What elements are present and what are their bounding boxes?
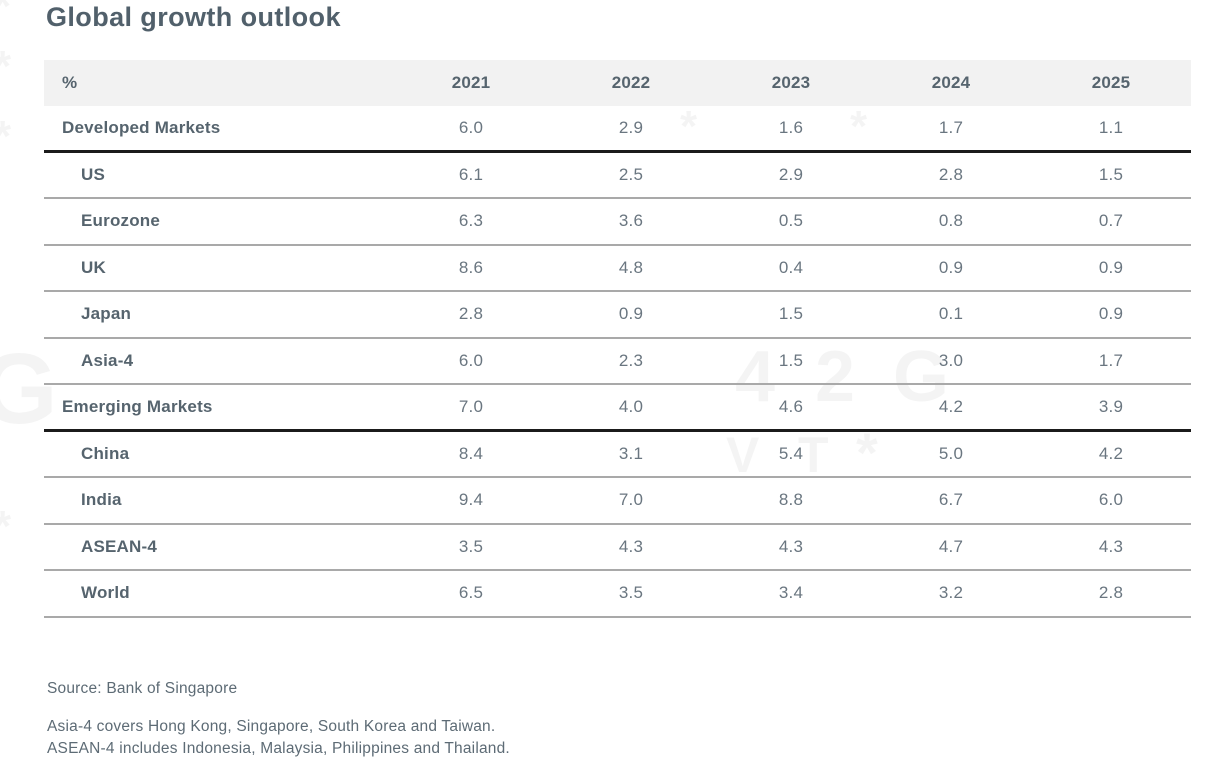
cell-value: 6.0 [1098,490,1124,510]
table-row-china: China 8.4 3.1 5.4 5.0 4.2 [44,432,1191,478]
cell-value: 9.4 [458,490,484,510]
table-row-uk: UK 8.6 4.8 0.4 0.9 0.9 [44,246,1191,292]
cell-value: 4.2 [1098,443,1124,463]
cell-value: 0.9 [1098,304,1124,324]
cell-value: 3.0 [938,350,964,370]
cell-value: 4.2 [938,396,964,416]
cell-value: 2.9 [778,164,804,184]
cell-value: 4.7 [938,536,964,556]
cell-value: 1.1 [1098,117,1124,137]
year-header-2025: 2025 [1091,73,1131,92]
cell-value: 1.5 [778,350,804,370]
cell-value: 7.0 [458,396,484,416]
cell-value: 0.1 [938,304,964,324]
cell-value: 2.8 [938,164,964,184]
table-header-row: % 2021 2022 2023 2024 2025 [44,60,1191,106]
watermark-glyph: * [0,502,11,552]
cell-value: 0.7 [1098,211,1124,231]
cell-value: 0.9 [1098,257,1124,277]
footnote-asia-4: Asia-4 covers Hong Kong, Singapore, Sout… [47,718,496,735]
cell-value: 8.6 [458,257,484,277]
cell-value: 4.6 [778,396,804,416]
page-title: Global growth outlook [46,2,341,32]
cell-value: 0.9 [938,257,964,277]
table-row-asean-4: ASEAN-4 3.5 4.3 4.3 4.7 4.3 [44,525,1191,571]
table-row-emerging-markets: Emerging Markets 7.0 4.0 4.6 4.2 3.9 [44,385,1191,432]
cell-value: 3.4 [778,583,804,603]
cell-value: 3.5 [618,583,644,603]
year-header-2024: 2024 [931,73,971,92]
cell-value: 1.5 [778,304,804,324]
row-label: Asia-4 [81,350,134,370]
table-row-us: US 6.1 2.5 2.9 2.8 1.5 [44,153,1191,199]
cell-value: 4.3 [1098,536,1124,556]
watermark-glyph: * [0,112,11,162]
cell-value: 3.9 [1098,396,1124,416]
cell-value: 0.8 [938,211,964,231]
cell-value: 4.0 [618,396,644,416]
cell-value: 2.9 [618,117,644,137]
cell-value: 4.3 [618,536,644,556]
cell-value: 6.0 [458,350,484,370]
row-label: ASEAN-4 [81,536,158,556]
row-label: UK [81,257,106,277]
cell-value: 6.7 [938,490,964,510]
unit-header-cell: % [62,73,78,92]
cell-value: 1.7 [938,117,964,137]
table-row-asia-4: Asia-4 6.0 2.3 1.5 3.0 1.7 [44,339,1191,385]
cell-value: 4.3 [778,536,804,556]
row-label: US [81,164,106,184]
row-label: Emerging Markets [62,396,213,416]
row-label: China [81,443,130,463]
cell-value: 4.8 [618,257,644,277]
cell-value: 0.5 [778,211,804,231]
footnotes: Asia-4 covers Hong Kong, Singapore, Sout… [47,716,510,759]
cell-value: 7.0 [618,490,644,510]
row-label: India [81,490,122,510]
row-label: Eurozone [81,211,161,231]
growth-outlook-table: % 2021 2022 2023 2024 2025 Developed Mar… [44,60,1191,618]
cell-value: 1.6 [778,117,804,137]
cell-value: 2.8 [458,304,484,324]
footnote-asean-4: ASEAN-4 includes Indonesia, Malaysia, Ph… [47,739,510,757]
year-header-2021: 2021 [451,73,491,92]
cell-value: 0.4 [778,257,804,277]
cell-value: 0.9 [618,304,644,324]
table-row-world: World 6.5 3.5 3.4 3.2 2.8 [44,571,1191,618]
year-header-2022: 2022 [611,73,651,92]
table-row-developed-markets: Developed Markets 6.0 2.9 1.6 1.7 1.1 [44,106,1191,153]
cell-value: 3.6 [618,211,644,231]
cell-value: 2.3 [618,350,644,370]
cell-value: 3.1 [618,443,644,463]
year-header-2023: 2023 [771,73,811,92]
row-label: Japan [81,304,132,324]
watermark-glyph: * [0,0,11,32]
cell-value: 8.4 [458,443,484,463]
row-label: Developed Markets [62,117,221,137]
table-row-india: India 9.4 7.0 8.8 6.7 6.0 [44,478,1191,525]
cell-value: 3.5 [458,536,484,556]
cell-value: 2.5 [618,164,644,184]
row-label: World [81,583,130,603]
watermark-glyph: * [0,42,11,92]
cell-value: 5.0 [938,443,964,463]
cell-value: 3.2 [938,583,964,603]
cell-value: 6.0 [458,117,484,137]
table-row-eurozone: Eurozone 6.3 3.6 0.5 0.8 0.7 [44,199,1191,246]
cell-value: 2.8 [1098,583,1124,603]
cell-value: 6.5 [458,583,484,603]
cell-value: 1.5 [1098,164,1124,184]
table-row-japan: Japan 2.8 0.9 1.5 0.1 0.9 [44,292,1191,339]
cell-value: 6.1 [458,164,484,184]
cell-value: 6.3 [458,211,484,231]
cell-value: 5.4 [778,443,804,463]
cell-value: 8.8 [778,490,804,510]
source-text: Source: Bank of Singapore [47,680,238,697]
cell-value: 1.7 [1098,350,1124,370]
